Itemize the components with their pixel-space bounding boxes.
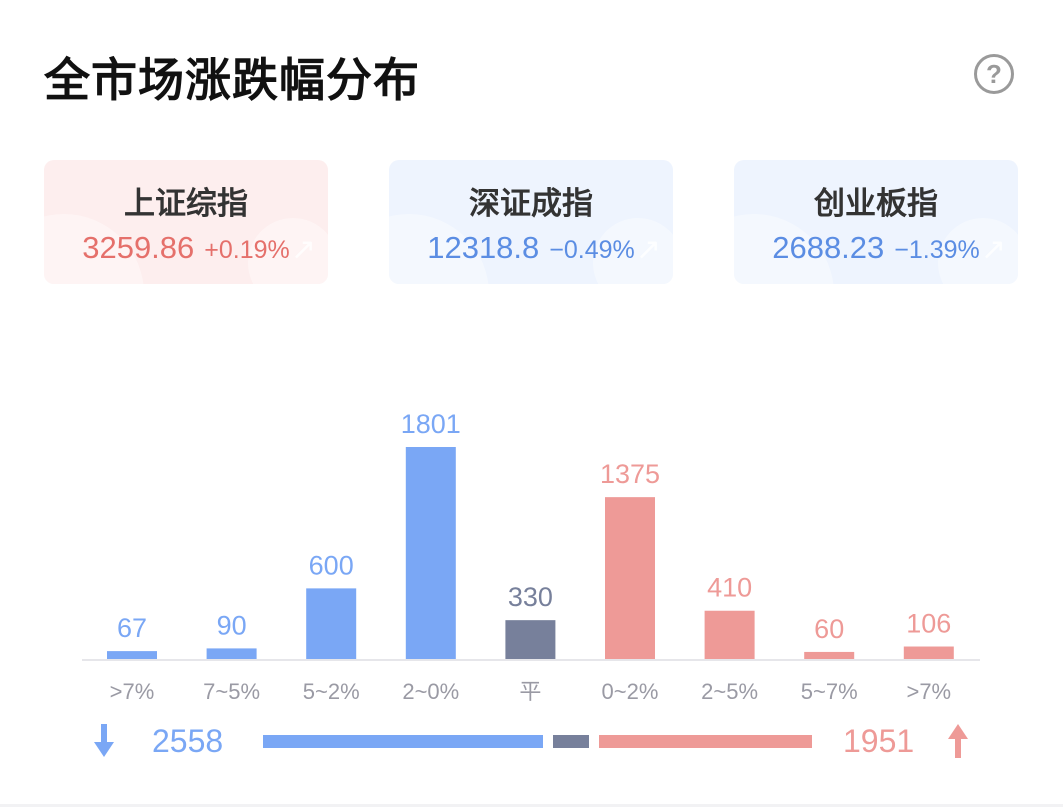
bar[interactable] [605, 497, 655, 659]
category-label: 5~2% [303, 679, 360, 704]
category-label: >7% [906, 679, 951, 704]
index-value: 2688.23 [772, 230, 885, 265]
category-label: 0~2% [602, 679, 659, 704]
index-change: +0.19% [204, 236, 290, 264]
bar-value-label: 600 [309, 550, 354, 580]
bar[interactable] [206, 648, 257, 659]
arrow-up-icon [948, 724, 968, 758]
index-card-shenzhen[interactable]: 深证成指 12318.8 −0.49% ↗ [389, 160, 673, 284]
index-card-chinext[interactable]: 创业板指 2688.23 −1.39% ↗ [734, 160, 1018, 284]
category-label: 平 [519, 679, 541, 704]
bar[interactable] [405, 447, 456, 659]
question-circle-icon[interactable]: ? [974, 54, 1014, 94]
index-card-shanghai[interactable]: 上证综指 3259.86 +0.19% ↗ [44, 160, 328, 284]
arrow-down-icon [94, 724, 114, 757]
category-label: 5~7% [801, 679, 858, 704]
flat-ratio-bar [552, 735, 589, 748]
index-value: 12318.8 [427, 230, 540, 265]
category-label: 2~0% [402, 679, 459, 704]
bar-value-label: 1375 [600, 459, 660, 489]
trend-arrow-icon: ↗ [635, 232, 661, 267]
bar-value-label: 90 [217, 610, 247, 640]
up-ratio-bar [598, 735, 812, 748]
bar[interactable] [306, 588, 357, 659]
index-name: 深证成指 [469, 186, 593, 222]
down-ratio-bar [263, 735, 543, 748]
index-change: −0.49% [549, 236, 635, 264]
bar-value-label: 1801 [401, 409, 461, 439]
trend-arrow-icon: ↗ [290, 232, 316, 267]
bar[interactable] [505, 620, 556, 659]
bar[interactable] [704, 610, 755, 659]
bar-value-label: 67 [117, 613, 147, 643]
category-label: 7~5% [203, 679, 260, 704]
page-title: 全市场涨跌幅分布 [44, 53, 420, 107]
category-label: 2~5% [701, 679, 758, 704]
bar-value-label: 106 [906, 609, 951, 639]
index-value: 3259.86 [82, 230, 195, 265]
index-change: −1.39% [894, 236, 980, 264]
bar-value-label: 330 [508, 582, 553, 612]
category-label: >7% [110, 679, 155, 704]
index-name: 上证综指 [124, 186, 248, 222]
bar-value-label: 60 [814, 614, 844, 644]
distribution-chart: 67 >7% 90 7~5% 600 5~2% 1801 2~0% 330 平 1375 0~2% 41… [82, 409, 980, 704]
bar[interactable] [804, 651, 855, 659]
bar[interactable] [903, 646, 954, 659]
up-total: 1951 [843, 723, 915, 759]
bar[interactable] [107, 651, 157, 659]
trend-arrow-icon: ↗ [980, 232, 1006, 267]
index-name: 创业板指 [814, 186, 938, 222]
divider [0, 804, 1063, 807]
bar-value-label: 410 [707, 573, 752, 603]
down-total: 2558 [152, 723, 224, 759]
